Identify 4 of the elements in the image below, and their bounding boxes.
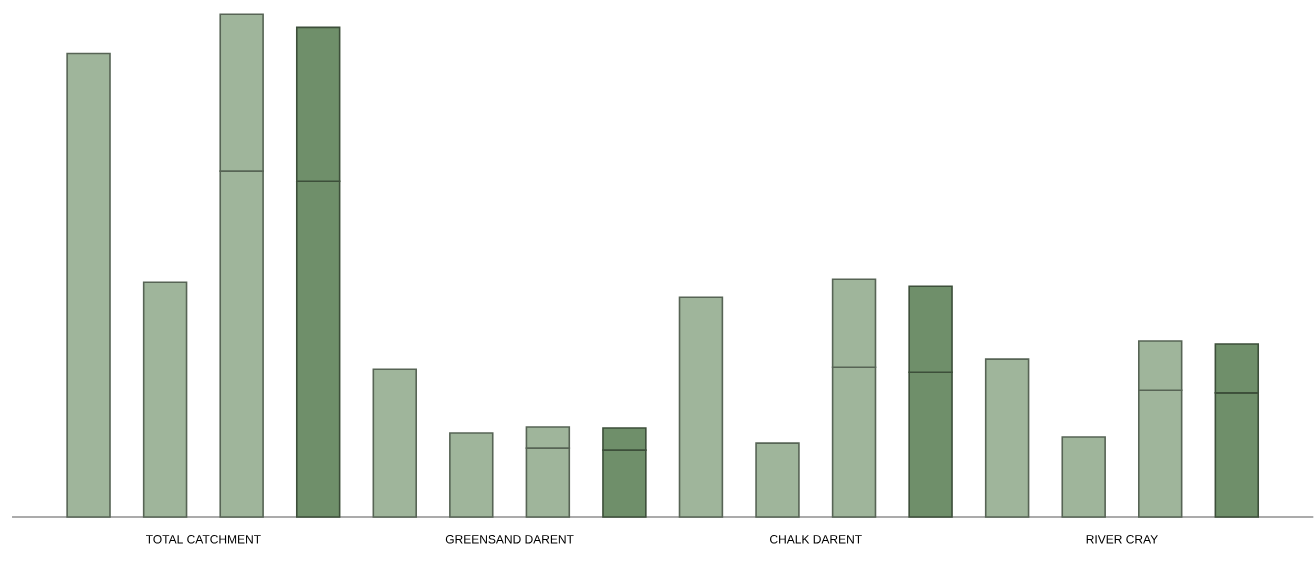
text: CHALK DARENT (770, 535, 862, 544)
text: GREENSAND DARENT (445, 535, 574, 544)
text: TOTAL CATCHMENT (145, 535, 261, 544)
text: RIVER CRAY (1086, 535, 1158, 544)
